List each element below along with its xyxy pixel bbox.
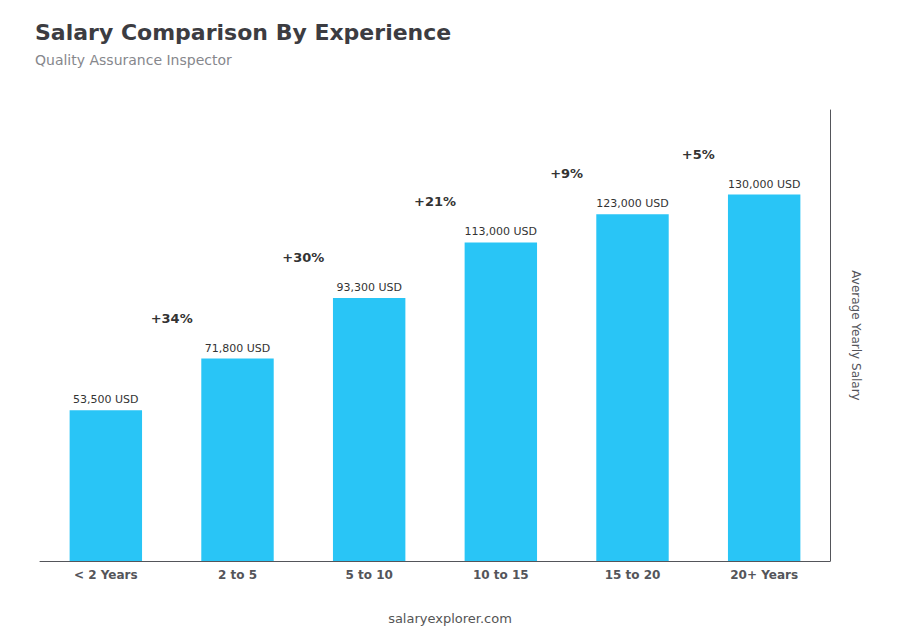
svg-text:+5%: +5% [682, 147, 715, 162]
svg-text:93,300 USD: 93,300 USD [336, 281, 402, 294]
svg-text:71,800 USD: 71,800 USD [205, 342, 271, 355]
svg-text:10 to 15: 10 to 15 [473, 568, 529, 582]
svg-text:Quality Assurance Inspector: Quality Assurance Inspector [35, 52, 232, 68]
svg-text:20+ Years: 20+ Years [730, 568, 798, 582]
svg-text:113,000 USD: 113,000 USD [465, 225, 538, 238]
svg-text:2 to 5: 2 to 5 [218, 568, 257, 582]
svg-text:< 2 Years: < 2 Years [74, 568, 138, 582]
svg-text:15 to 20: 15 to 20 [605, 568, 661, 582]
svg-text:5 to 10: 5 to 10 [345, 568, 392, 582]
svg-text:salaryexplorer.com: salaryexplorer.com [388, 611, 512, 626]
svg-text:+30%: +30% [282, 250, 324, 265]
svg-text:+9%: +9% [550, 166, 583, 181]
svg-text:Salary Comparison By Experienc: Salary Comparison By Experience [35, 20, 451, 45]
svg-text:Average Yearly Salary: Average Yearly Salary [849, 270, 863, 400]
svg-text:+34%: +34% [151, 311, 193, 326]
svg-text:53,500 USD: 53,500 USD [73, 393, 139, 406]
svg-text:130,000 USD: 130,000 USD [728, 178, 801, 191]
svg-text:+21%: +21% [414, 194, 456, 209]
svg-text:123,000 USD: 123,000 USD [596, 197, 669, 210]
